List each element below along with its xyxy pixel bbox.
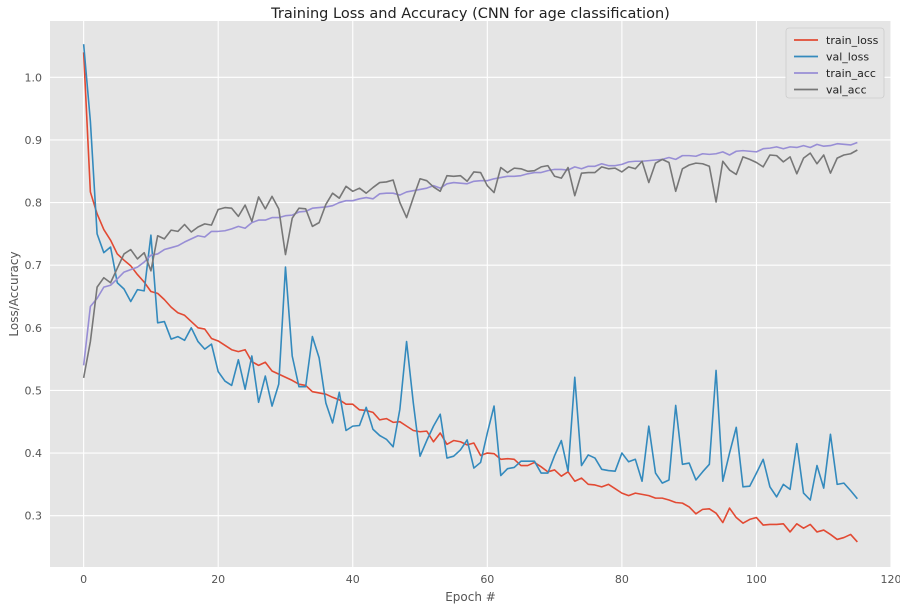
x-tick-label: 20 [211,573,225,586]
x-tick-label: 120 [881,573,900,586]
grid [50,21,892,567]
chart-title: Training Loss and Accuracy (CNN for age … [270,6,670,22]
y-tick-label: 0.6 [25,322,43,335]
legend-label: val_loss [826,51,869,64]
tick-labels: 0 20 40 60 80 100 120 0.3 0.4 0.5 0.6 0.7 0.8 0.9 1.0 [25,71,900,586]
y-tick-label: 0.8 [25,197,43,210]
legend-box [785,27,885,99]
y-tick-label: 0.4 [25,447,43,460]
series-lines [82,44,858,543]
plot-background [50,21,891,567]
x-tick-label: 40 [346,573,360,586]
series-line-val-acc [82,149,858,379]
series-line-val-loss [82,44,858,501]
y-tick-label: 1.0 [25,71,43,84]
x-tick-label: 60 [480,573,494,586]
series-line-train-acc [82,141,858,366]
legend: train_loss val_loss train_acc val_acc [785,27,885,99]
x-tick-label: 80 [615,573,629,586]
legend-items: train_loss val_loss train_acc val_acc [794,34,879,97]
series-line-train-loss [82,52,858,543]
x-tick-label: 0 [80,573,87,586]
y-tick-label: 0.5 [25,384,43,397]
legend-label: train_loss [826,34,879,47]
y-tick-label: 0.3 [25,510,43,523]
legend-label: train_acc [826,67,876,80]
x-axis-label: Epoch # [445,590,496,604]
y-tick-label: 0.7 [25,259,43,272]
y-tick-label: 0.9 [25,134,43,147]
y-axis-label: Loss/Accuracy [7,251,21,336]
x-tick-label: 100 [746,573,767,586]
legend-label: val_acc [826,84,867,97]
